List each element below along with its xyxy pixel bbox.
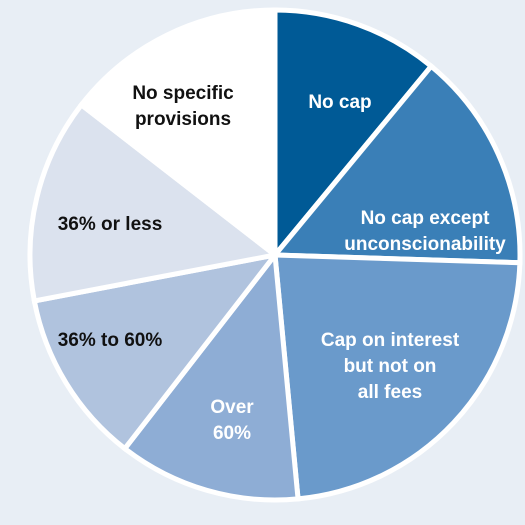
slice-label: Cap on interest — [321, 330, 460, 351]
slice-label: 36% to 60% — [58, 330, 163, 351]
slice-label: provisions — [135, 109, 231, 130]
pie-slice — [269, 62, 523, 266]
slice-label: 60% — [213, 423, 251, 444]
slice-label: No specific — [132, 83, 234, 104]
slice-label: 36% or less — [58, 214, 163, 235]
slice-label: No cap — [308, 92, 371, 113]
pie-slice — [272, 7, 435, 262]
pie-slice — [27, 101, 281, 304]
slice-label: all fees — [358, 382, 422, 403]
slice-label: but not on — [344, 356, 437, 377]
pie-slice — [272, 252, 523, 502]
slice-label: No cap except — [361, 208, 490, 229]
pie-slice — [121, 248, 301, 503]
pie-slice — [77, 7, 278, 261]
slice-label: Over — [210, 397, 254, 418]
slice-label: unconscionability — [344, 234, 506, 255]
pie-slice — [31, 251, 282, 453]
